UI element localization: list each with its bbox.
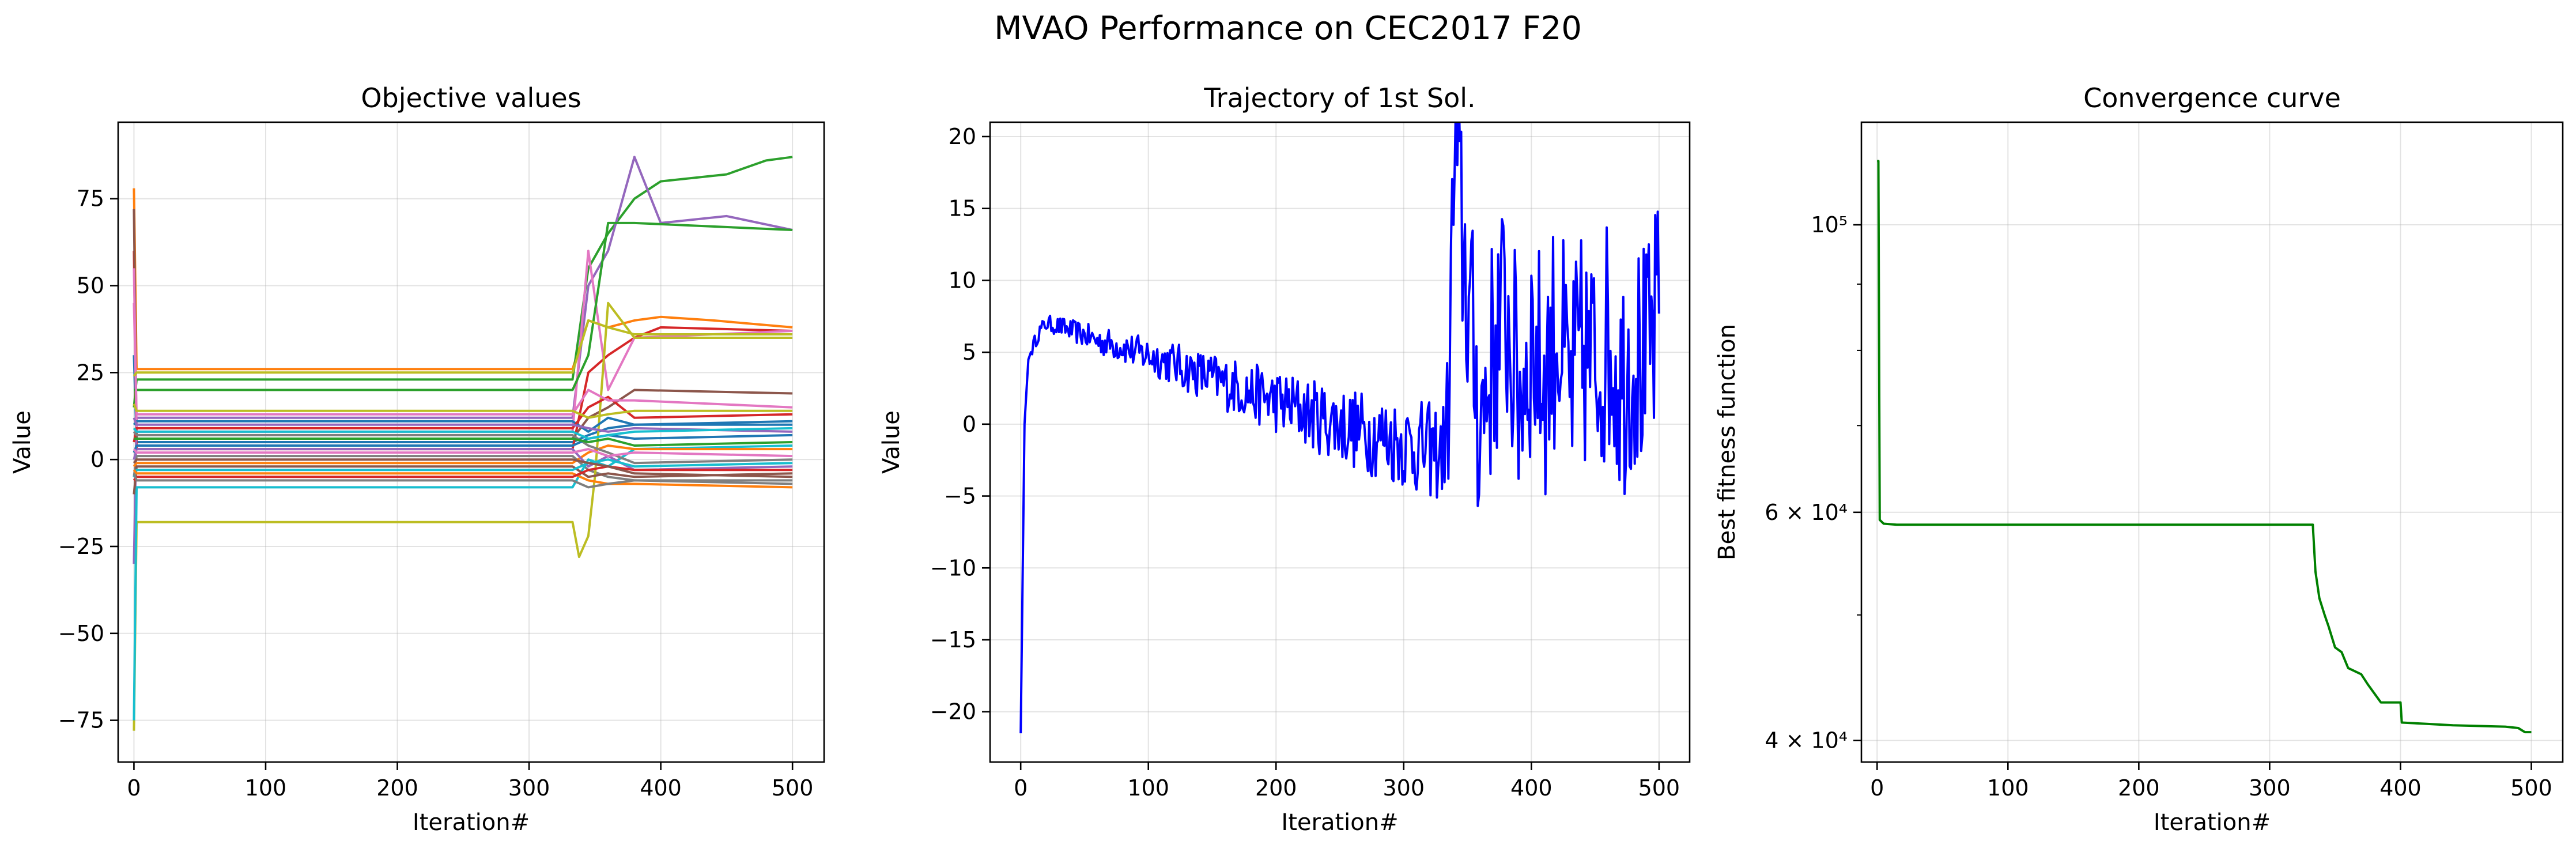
series-line-21 <box>133 469 793 489</box>
y-tick-label: 15 <box>949 196 976 221</box>
y-tick-label: −20 <box>930 699 976 725</box>
x-tick-label: 300 <box>508 775 550 801</box>
y-tick-label: 50 <box>77 273 104 299</box>
series-line-22 <box>134 438 793 447</box>
x-tick-label: 100 <box>1987 775 2029 801</box>
series-line-11 <box>133 444 793 467</box>
series-line-5 <box>133 209 793 440</box>
series-line-0 <box>1877 160 2532 734</box>
y-tick-label: 10 <box>949 267 976 293</box>
panel-objective-values: 0 100 200 300 400 500 −75 −50 −25 0 25 50 75 Objectiv… <box>9 82 825 836</box>
y-tick-label: 5 <box>962 340 976 365</box>
x-tick-label: 500 <box>1638 775 1680 801</box>
y-tick-label: 20 <box>949 124 976 149</box>
series-line-8 <box>133 301 793 731</box>
x-tick-label: 400 <box>640 775 682 801</box>
y-axis-label: Best fitness function <box>1714 324 1740 560</box>
series-line-23 <box>133 465 793 481</box>
y-tick-label: −5 <box>944 484 976 509</box>
series-line-25 <box>133 458 793 478</box>
series-group <box>133 156 793 731</box>
series-line-27 <box>133 473 793 489</box>
y-tick-label: 10⁵ <box>1811 212 1848 237</box>
y-tick-label: −25 <box>58 534 104 559</box>
series-line-2 <box>133 156 793 408</box>
panel-title: Objective values <box>361 82 581 114</box>
x-tick-label: 0 <box>1870 775 1884 801</box>
series-group <box>1877 160 2532 734</box>
figure-suptitle: MVAO Performance on CEC2017 F20 <box>994 10 1582 47</box>
x-axis-label: Iteration# <box>1281 809 1398 836</box>
y-tick-label: 25 <box>77 360 104 385</box>
series-line-0 <box>1019 122 1660 734</box>
y-tick-label: 0 <box>90 447 104 472</box>
series-line-16 <box>133 303 793 416</box>
y-axis-label: Value <box>878 410 905 474</box>
series-line-15 <box>133 465 793 495</box>
x-tick-label: 0 <box>1014 775 1028 801</box>
x-axis-label: Iteration# <box>413 809 530 836</box>
y-tick-label: −10 <box>930 555 976 580</box>
series-line-17 <box>133 431 793 465</box>
series-line-29 <box>133 427 793 440</box>
x-tick-label: 100 <box>1127 775 1169 801</box>
y-tick-label: −50 <box>58 621 104 646</box>
grid <box>1861 122 2563 762</box>
series-line-12 <box>134 221 793 391</box>
y-tick-label: 6 × 10⁴ <box>1765 500 1848 525</box>
series-line-24 <box>133 417 793 433</box>
series-line-9 <box>133 444 793 721</box>
x-tick-label: 200 <box>2118 775 2160 801</box>
x-tick-label: 300 <box>2249 775 2291 801</box>
y-tick-label: −75 <box>58 708 104 733</box>
plot-frame <box>1860 121 2564 763</box>
y-axis-label: Value <box>9 410 36 474</box>
x-tick-label: 500 <box>2510 775 2552 801</box>
y-tick-label: 0 <box>962 412 976 437</box>
series-line-10 <box>133 416 793 433</box>
x-tick-label: 400 <box>1510 775 1553 801</box>
y-tick-label: 4 × 10⁴ <box>1765 728 1848 753</box>
plot-frame <box>989 121 1691 763</box>
panel-trajectory: 0 100 200 300 400 500 −20 −15 −10 −5 0 5 10 15 20 Traje… <box>878 82 1691 836</box>
x-tick-label: 500 <box>772 775 814 801</box>
y-tick-label: 75 <box>77 186 104 212</box>
series-line-3 <box>133 251 793 451</box>
x-tick-label: 200 <box>376 775 418 801</box>
y-tick-label: −15 <box>930 627 976 653</box>
x-tick-label: 0 <box>127 775 141 801</box>
series-line-18 <box>133 319 793 377</box>
series-line-28 <box>133 403 793 419</box>
x-tick-label: 400 <box>2379 775 2422 801</box>
series-line-1 <box>133 188 793 371</box>
series-line-13 <box>133 395 793 443</box>
series-line-26 <box>133 448 793 458</box>
x-tick-label: 100 <box>245 775 287 801</box>
series-line-4 <box>133 156 793 564</box>
x-axis-label: Iteration# <box>2154 809 2271 836</box>
panel-title: Trajectory of 1st Sol. <box>1203 82 1475 114</box>
series-group <box>1019 122 1660 734</box>
x-tick-label: 300 <box>1383 775 1425 801</box>
panel-convergence: 0 100 200 300 400 500 4 × 10⁴ 6 × 10⁴ 10⁵ Converg… <box>1714 82 2564 836</box>
series-line-6 <box>133 250 793 433</box>
plot-frame <box>117 121 825 763</box>
panel-title: Convergence curve <box>2083 82 2341 114</box>
x-tick-label: 200 <box>1255 775 1297 801</box>
